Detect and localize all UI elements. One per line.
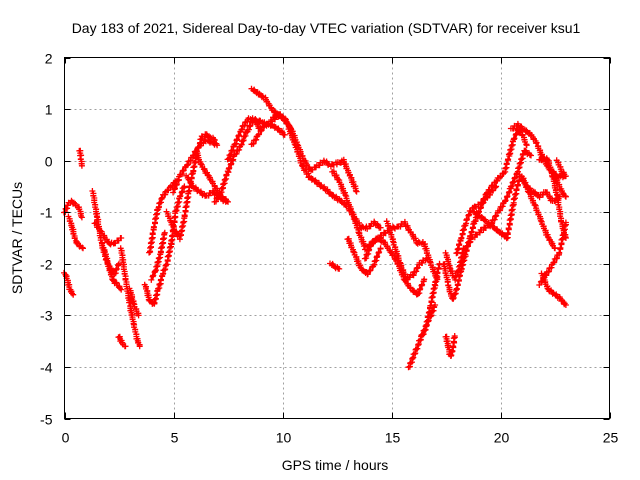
data-series-track-7 — [100, 245, 125, 293]
x-tick-label: 25 — [603, 430, 619, 446]
data-series-track-19 — [224, 115, 264, 163]
chart-title: Day 183 of 2021, Sidereal Day-to-day VTE… — [72, 20, 581, 36]
x-tick-label: 20 — [494, 430, 510, 446]
data-series-track-4 — [76, 147, 85, 169]
data-series-track-42 — [549, 168, 569, 200]
x-tick-label: 0 — [62, 430, 70, 446]
data-series-track-30 — [418, 302, 439, 339]
data-series-track-12 — [146, 178, 179, 256]
y-tick-label: -4 — [40, 360, 53, 376]
y-tick-label: -2 — [40, 257, 53, 273]
data-series-track-34 — [453, 126, 530, 257]
y-tick-label: 2 — [45, 51, 53, 67]
x-tick-label: 15 — [385, 430, 401, 446]
plot-frame — [64, 57, 610, 419]
data-series-track-6 — [91, 219, 125, 248]
data-marks — [61, 85, 569, 371]
x-axis-label: GPS time / hours — [282, 457, 389, 473]
data-series-track-35 — [462, 147, 534, 253]
data-series-track-33 — [442, 333, 458, 359]
data-series-track-11 — [141, 183, 188, 307]
data-series-track-13 — [148, 229, 168, 283]
y-tick-label: 1 — [45, 102, 53, 118]
axis-ticks: 0 5 10 15 20 25 -5 -4 -3 -2 -1 0 1 2 — [40, 51, 618, 446]
x-tick-label: 5 — [171, 430, 179, 446]
data-series-track-38 — [518, 173, 558, 252]
x-tick-label: 10 — [276, 430, 292, 446]
data-series-track-43 — [553, 157, 569, 180]
y-tick-label: 0 — [45, 154, 53, 170]
y-tick-label: -5 — [40, 412, 53, 428]
data-series-track-25 — [327, 260, 343, 272]
data-series-track-28 — [383, 218, 430, 283]
y-tick-label: -1 — [40, 205, 53, 221]
data-series-track-26 — [344, 235, 384, 278]
y-axis-label: SDTVAR / TECUs — [9, 182, 25, 294]
data-series-track-15 — [170, 136, 221, 196]
data-series-track-10 — [126, 285, 142, 319]
data-series-track-21 — [248, 120, 288, 148]
data-series-track-32 — [442, 245, 467, 283]
data-series-track-41 — [538, 270, 569, 308]
y-tick-label: -3 — [40, 308, 53, 324]
data-series-track-8 — [115, 333, 129, 350]
data-series-track-3 — [65, 213, 86, 252]
